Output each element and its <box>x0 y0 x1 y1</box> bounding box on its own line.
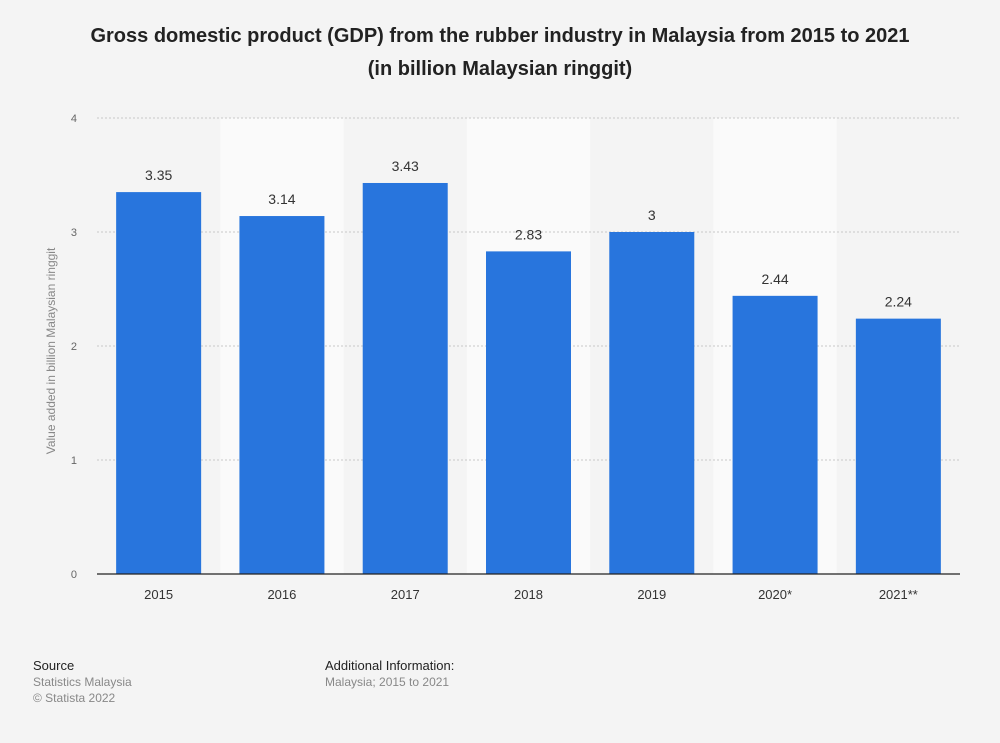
x-tick-label: 2021** <box>879 587 918 602</box>
x-tick-label: 2016 <box>267 587 296 602</box>
source-line-1: Statistics Malaysia <box>33 675 132 689</box>
bar <box>486 251 571 574</box>
title-line-2: (in billion Malaysian ringgit) <box>367 58 633 80</box>
x-tick-label: 2018 <box>514 587 543 602</box>
data-label: 3.35 <box>145 167 172 183</box>
y-tick-label: 4 <box>71 113 77 125</box>
bar <box>609 232 695 574</box>
bar <box>362 182 448 575</box>
data-label: 2.44 <box>761 271 788 287</box>
y-tick-label: 3 <box>71 227 77 239</box>
additional-info-heading: Additional Information: <box>325 658 455 673</box>
y-tick-label: 2 <box>71 341 77 353</box>
additional-info-line-1: Malaysia; 2015 to 2021 <box>325 675 450 689</box>
data-label: 3.43 <box>392 158 419 174</box>
x-tick-label: 2015 <box>144 587 173 602</box>
source-block: Source Statistics Malaysia © Statista 20… <box>33 658 132 706</box>
bar <box>239 216 325 575</box>
source-line-2: © Statista 2022 <box>33 691 116 705</box>
title-line-1: Gross domestic product (GDP) from the ru… <box>90 25 910 47</box>
bar <box>855 318 941 574</box>
x-tick-label: 2019 <box>637 587 666 602</box>
data-label: 2.83 <box>515 226 542 242</box>
data-label: 3.14 <box>268 191 295 207</box>
additional-info-block: Additional Information: Malaysia; 2015 t… <box>325 658 454 690</box>
x-tick-label: 2017 <box>391 587 420 602</box>
data-label: 2.24 <box>885 294 912 310</box>
y-tick-label: 1 <box>71 455 77 467</box>
bar <box>732 295 818 574</box>
bar-chart: 0 1 2 3 4 3.35 2015 3.14 2016 3.43 2017 2.83 2018 3 20… <box>44 113 960 602</box>
x-tick-label: 2020* <box>758 587 792 602</box>
chart-title: Gross domestic product (GDP) from the ru… <box>40 20 960 86</box>
source-heading: Source <box>33 658 75 673</box>
y-tick-label: 0 <box>71 569 77 581</box>
data-label: 3 <box>648 207 656 223</box>
bar <box>116 192 202 574</box>
y-axis-title: Value added in billion Malaysian ringgit <box>44 247 58 454</box>
